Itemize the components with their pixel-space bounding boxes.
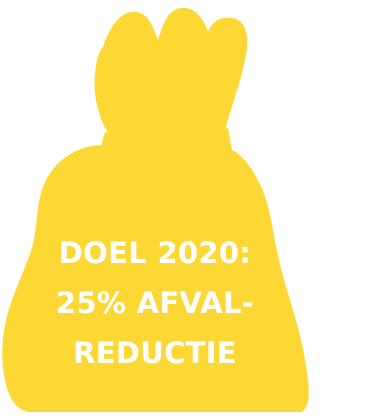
goal-line-3: REDUCTIE — [73, 336, 237, 370]
goal-line-2: 25% AFVAL- — [55, 286, 255, 320]
bag-knot — [94, 8, 248, 141]
goal-text: DOEL 2020: 25% AFVAL- REDUCTIE — [0, 228, 310, 378]
bag-body — [2, 145, 309, 412]
goal-line-1: DOEL 2020: — [58, 236, 252, 270]
